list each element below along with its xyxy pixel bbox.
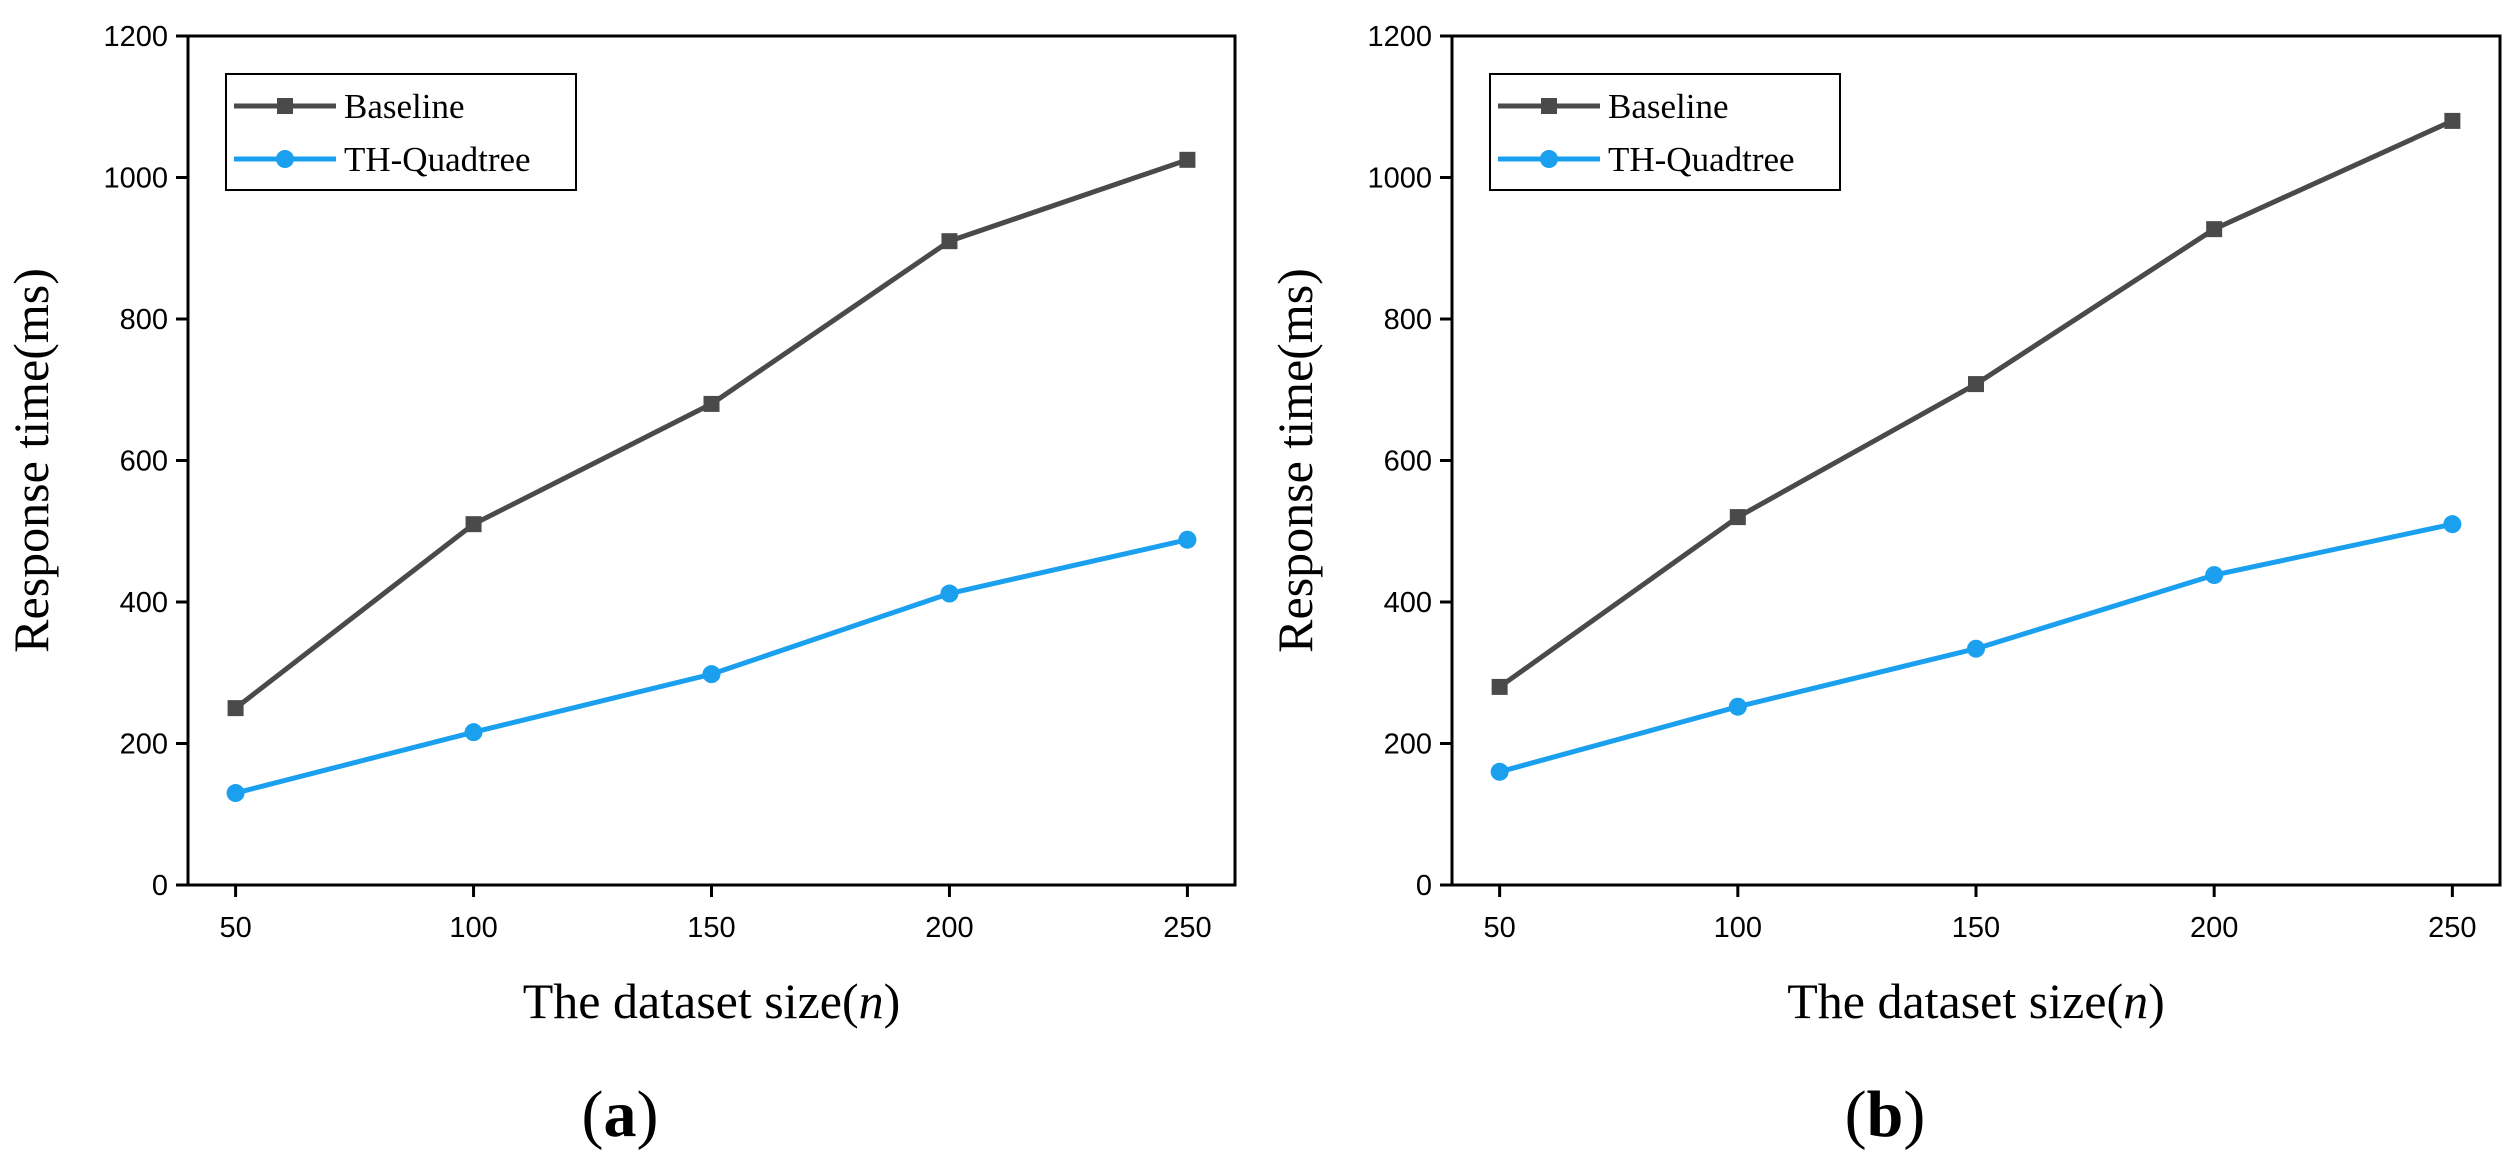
data-point-circle [1178, 530, 1197, 549]
legend-label: Baseline [344, 87, 465, 126]
x-tick-label: 150 [687, 912, 735, 944]
series-line [234, 157, 1189, 711]
data-point-circle [1967, 639, 1985, 658]
data-point-square [1179, 151, 1196, 168]
x-tick-label: 100 [1714, 912, 1762, 944]
y-tick-label: 600 [120, 446, 168, 478]
x-axis-title-text: The dataset size( [1787, 973, 2123, 1029]
x-axis-title-close: ) [2148, 973, 2165, 1029]
series-th-quadtree [1490, 515, 2462, 781]
y-tick-label: 800 [120, 304, 168, 336]
x-axis-title-variable: n [2123, 973, 2148, 1029]
x-axis-title-text: The dataset size( [523, 973, 859, 1029]
x-tick-label: 250 [2428, 912, 2476, 944]
x-tick-label: 50 [1484, 912, 1516, 944]
x-tick-label: 50 [219, 912, 251, 944]
y-tick-label: 1000 [1367, 163, 1432, 195]
x-axis-title-variable: n [859, 973, 884, 1029]
data-point-square [1491, 678, 1508, 695]
data-point-circle [940, 584, 959, 603]
legend-label: TH-Quadtree [1608, 140, 1795, 179]
legend-marker-circle [276, 150, 294, 168]
panel-label: (a) [582, 1078, 659, 1151]
y-tick-label: 1200 [1367, 21, 1432, 53]
x-tick-label: 100 [449, 912, 497, 944]
y-tick-label: 0 [1416, 870, 1432, 902]
series-baseline [1491, 112, 2461, 695]
data-point-circle [1490, 762, 1509, 781]
y-tick-label: 200 [120, 729, 168, 761]
y-tick-label: 1000 [103, 163, 168, 195]
x-tick-label: 200 [2190, 912, 2238, 944]
series-line [1498, 118, 2454, 689]
y-tick-label: 200 [1384, 729, 1432, 761]
y-tick-label: 1200 [103, 21, 168, 53]
legend-box [1489, 73, 1841, 191]
data-point-circle [2205, 566, 2224, 585]
panel-label-letter: a [604, 1078, 637, 1151]
data-point-square [465, 516, 482, 533]
data-point-circle [2443, 515, 2462, 534]
data-point-square [703, 395, 720, 412]
legend-marker-square [1541, 98, 1557, 114]
panel-label: (b) [1845, 1078, 1926, 1151]
legend-label: Baseline [1608, 87, 1729, 126]
panel-label-letter: b [1867, 1078, 1904, 1151]
panel-label-open: ( [582, 1078, 604, 1151]
panel-label-close: ) [637, 1078, 659, 1151]
legend-box [225, 73, 577, 191]
legend: Baseline TH-Quadtree [225, 73, 577, 191]
panel-label-close: ) [1903, 1078, 1925, 1151]
x-tick-label: 200 [925, 912, 973, 944]
y-axis-title: Response time(ms) [1267, 268, 1323, 653]
y-tick-label: 800 [1384, 304, 1432, 336]
legend-label: TH-Quadtree [344, 140, 531, 179]
legend: Baseline TH-Quadtree [1489, 73, 1841, 191]
data-point-square [2206, 221, 2223, 238]
data-point-circle [702, 665, 721, 684]
y-tick-label: 0 [152, 870, 168, 902]
data-point-circle [464, 723, 483, 742]
data-point-square [2444, 112, 2461, 129]
data-point-square [1729, 509, 1746, 526]
data-point-circle [226, 784, 245, 803]
y-tick-label: 400 [1384, 587, 1432, 619]
series-baseline [227, 151, 1196, 717]
chart-panel-b: 0 200 400 600 800 1000 1200 50 100 150 200 250 Respo… [1267, 21, 2502, 1151]
legend-marker-circle [1540, 150, 1558, 168]
panel-label-open: ( [1845, 1078, 1867, 1151]
x-axis-title: The dataset size(n) [523, 973, 901, 1029]
legend-marker-square [277, 98, 293, 114]
chart-panel-a: 0 200 400 600 800 1000 1200 50 100 150 200 250 Respo… [3, 21, 1237, 1151]
x-tick-label: 250 [1163, 912, 1211, 944]
y-tick-label: 600 [1384, 446, 1432, 478]
x-axis-title: The dataset size(n) [1787, 973, 2165, 1029]
data-point-square [1968, 376, 1984, 393]
y-axis-title: Response time(ms) [3, 268, 59, 653]
series-th-quadtree [226, 530, 1197, 803]
data-point-circle [1728, 697, 1747, 716]
data-point-square [941, 233, 958, 250]
data-point-square [227, 700, 244, 717]
y-tick-label: 400 [120, 587, 168, 619]
x-axis-title-close: ) [884, 973, 901, 1029]
x-tick-label: 150 [1952, 912, 2000, 944]
